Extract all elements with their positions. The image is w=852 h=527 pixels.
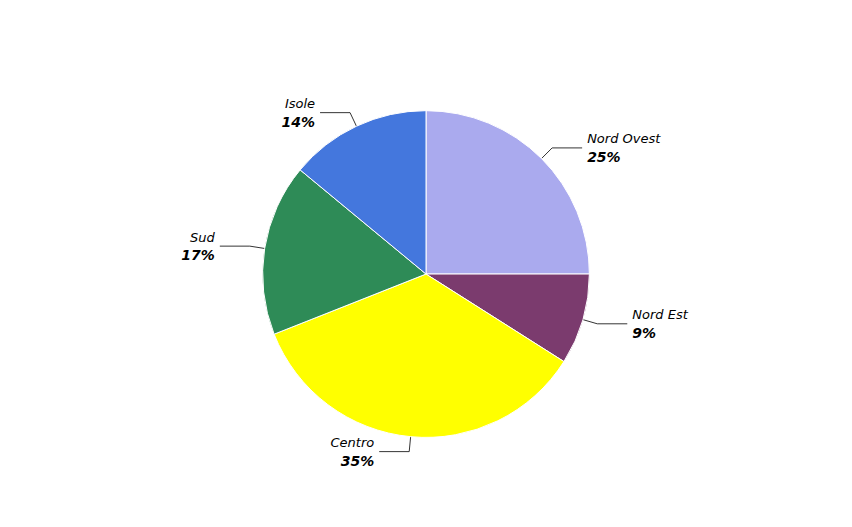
svg-text:Isole: Isole — [285, 96, 315, 111]
svg-text:25%: 25% — [587, 149, 621, 165]
svg-text:14%: 14% — [282, 114, 316, 130]
svg-text:Nord Est: Nord Est — [632, 307, 688, 322]
svg-text:Sud: Sud — [190, 230, 215, 245]
svg-text:17%: 17% — [181, 247, 215, 263]
svg-text:Nord Ovest: Nord Ovest — [587, 131, 661, 146]
svg-text:35%: 35% — [341, 453, 375, 469]
svg-text:9%: 9% — [632, 325, 656, 341]
svg-text:Centro: Centro — [330, 435, 374, 450]
